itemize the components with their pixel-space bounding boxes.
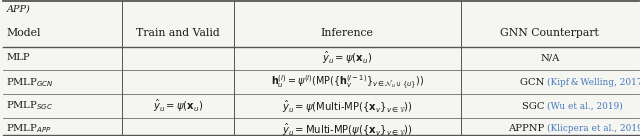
Text: $\hat{y}_u = \psi(\mathbf{x}_u)$: $\hat{y}_u = \psi(\mathbf{x}_u)$ xyxy=(322,50,372,66)
Text: N/A: N/A xyxy=(540,53,559,62)
Text: APP): APP) xyxy=(6,4,30,13)
Text: $\mathbf{h}_u^{(l)} = \psi^{(l)}(\mathrm{MP}(\{\mathbf{h}_v^{(l-1)}\}_{v \in \ma: $\mathbf{h}_u^{(l)} = \psi^{(l)}(\mathrm… xyxy=(271,73,424,91)
Text: (Wu et al., 2019): (Wu et al., 2019) xyxy=(547,102,622,111)
Text: Inference: Inference xyxy=(321,28,374,38)
Text: GNN Counterpart: GNN Counterpart xyxy=(500,28,599,38)
Text: $\hat{y}_u = \mathrm{Multi\text{-}MP}(\psi(\{\mathbf{x}_v\}_{v \in \mathcal{V}}): $\hat{y}_u = \mathrm{Multi\text{-}MP}(\p… xyxy=(282,120,413,136)
Text: MLP: MLP xyxy=(6,53,30,62)
Text: PMLP$_{SGC}$: PMLP$_{SGC}$ xyxy=(6,100,54,112)
Text: $\hat{y}_u = \psi(\mathrm{Multi\text{-}MP}(\{\mathbf{x}_v\}_{v \in \mathcal{V}}): $\hat{y}_u = \psi(\mathrm{Multi\text{-}M… xyxy=(282,98,413,114)
Text: $\hat{y}_u = \psi(\mathbf{x}_u)$: $\hat{y}_u = \psi(\mathbf{x}_u)$ xyxy=(152,97,203,114)
Text: PMLP$_{GCN}$: PMLP$_{GCN}$ xyxy=(6,76,54,89)
Text: (Klicpera et al., 2019): (Klicpera et al., 2019) xyxy=(547,124,640,133)
Text: PMLP$_{APP}$: PMLP$_{APP}$ xyxy=(6,122,52,135)
Text: Model: Model xyxy=(6,28,41,38)
Text: APPNP: APPNP xyxy=(508,124,547,133)
Text: (Kipf & Welling, 2017): (Kipf & Welling, 2017) xyxy=(547,78,640,87)
Text: SGC: SGC xyxy=(522,102,547,111)
Text: Train and Valid: Train and Valid xyxy=(136,28,220,38)
Text: GCN: GCN xyxy=(520,78,547,87)
